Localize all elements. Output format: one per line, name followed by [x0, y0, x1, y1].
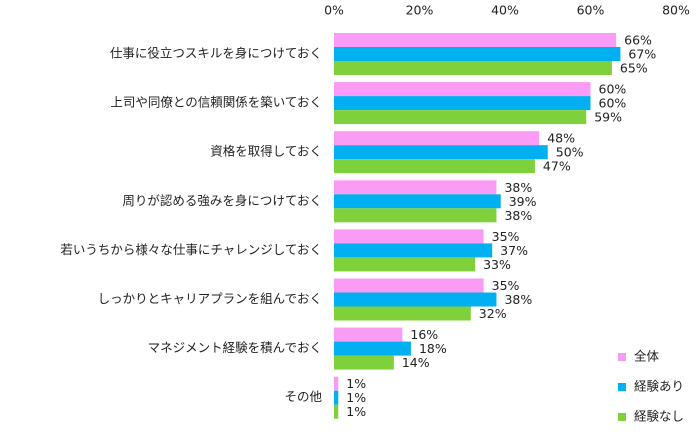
bar — [334, 341, 411, 356]
bar — [334, 327, 403, 342]
value-label: 38% — [504, 180, 532, 195]
value-label: 59% — [594, 110, 622, 125]
bar — [334, 194, 501, 209]
value-label: 32% — [479, 306, 507, 321]
bar — [334, 376, 339, 391]
x-tick-label: 20% — [406, 3, 434, 18]
bar — [334, 243, 493, 258]
category-label: しっかりとキャリアプランを組んでおく — [98, 291, 322, 306]
bar — [334, 159, 535, 174]
bar — [334, 33, 617, 47]
category-label: マネジメント経験を積んでおく — [148, 340, 322, 355]
bar — [334, 82, 591, 97]
legend-label: 経験あり — [634, 379, 684, 394]
value-label: 35% — [492, 229, 520, 244]
category-label: 上司や同僚との信頼関係を築いておく — [110, 95, 322, 110]
bar — [334, 355, 394, 370]
value-label: 33% — [483, 257, 511, 272]
value-label: 39% — [509, 194, 537, 209]
value-label: 16% — [410, 327, 438, 342]
bar — [334, 404, 339, 419]
category-label: 仕事に役立つスキルを身につけておく — [110, 46, 322, 61]
value-label: 35% — [492, 278, 520, 293]
value-label: 1% — [346, 376, 366, 391]
legend-label: 経験なし — [634, 409, 684, 424]
x-tick-label: 0% — [324, 3, 344, 18]
value-label: 18% — [419, 341, 447, 356]
value-label: 1% — [346, 390, 366, 405]
bar — [334, 145, 548, 160]
value-label: 38% — [504, 208, 532, 223]
value-label: 50% — [556, 145, 584, 160]
value-label: 48% — [547, 131, 575, 146]
value-label: 60% — [599, 96, 627, 111]
bar — [334, 208, 497, 223]
legend-swatch — [618, 383, 626, 391]
bar — [334, 96, 591, 111]
bar — [334, 47, 621, 61]
value-label: 38% — [504, 292, 532, 307]
bar — [334, 292, 497, 307]
bar — [334, 306, 471, 321]
value-label: 14% — [402, 355, 430, 370]
category-label: 若いうちから様々な仕事にチャレンジしておく — [60, 242, 322, 257]
value-label: 66% — [624, 33, 652, 48]
value-label: 67% — [628, 47, 656, 62]
category-label: 資格を取得しておく — [210, 144, 322, 159]
x-tick-label: 60% — [577, 3, 605, 18]
category-label: その他 — [284, 389, 322, 404]
legend-swatch — [618, 353, 626, 361]
bar — [334, 229, 484, 244]
bar — [334, 390, 339, 405]
legend-swatch — [618, 413, 626, 421]
bar — [334, 278, 484, 293]
value-label: 60% — [599, 82, 627, 97]
x-tick-label: 80% — [662, 3, 690, 18]
x-tick-label: 40% — [491, 3, 519, 18]
value-label: 1% — [346, 404, 366, 419]
value-label: 65% — [620, 61, 648, 76]
value-label: 37% — [500, 243, 528, 258]
bar — [334, 131, 540, 146]
value-label: 47% — [543, 159, 571, 174]
category-label: 周りが認める強みを身につけておく — [122, 193, 322, 208]
legend-label: 全体 — [634, 349, 660, 364]
bar — [334, 180, 497, 195]
bar — [334, 110, 587, 125]
bar — [334, 257, 476, 272]
bar — [334, 61, 612, 75]
